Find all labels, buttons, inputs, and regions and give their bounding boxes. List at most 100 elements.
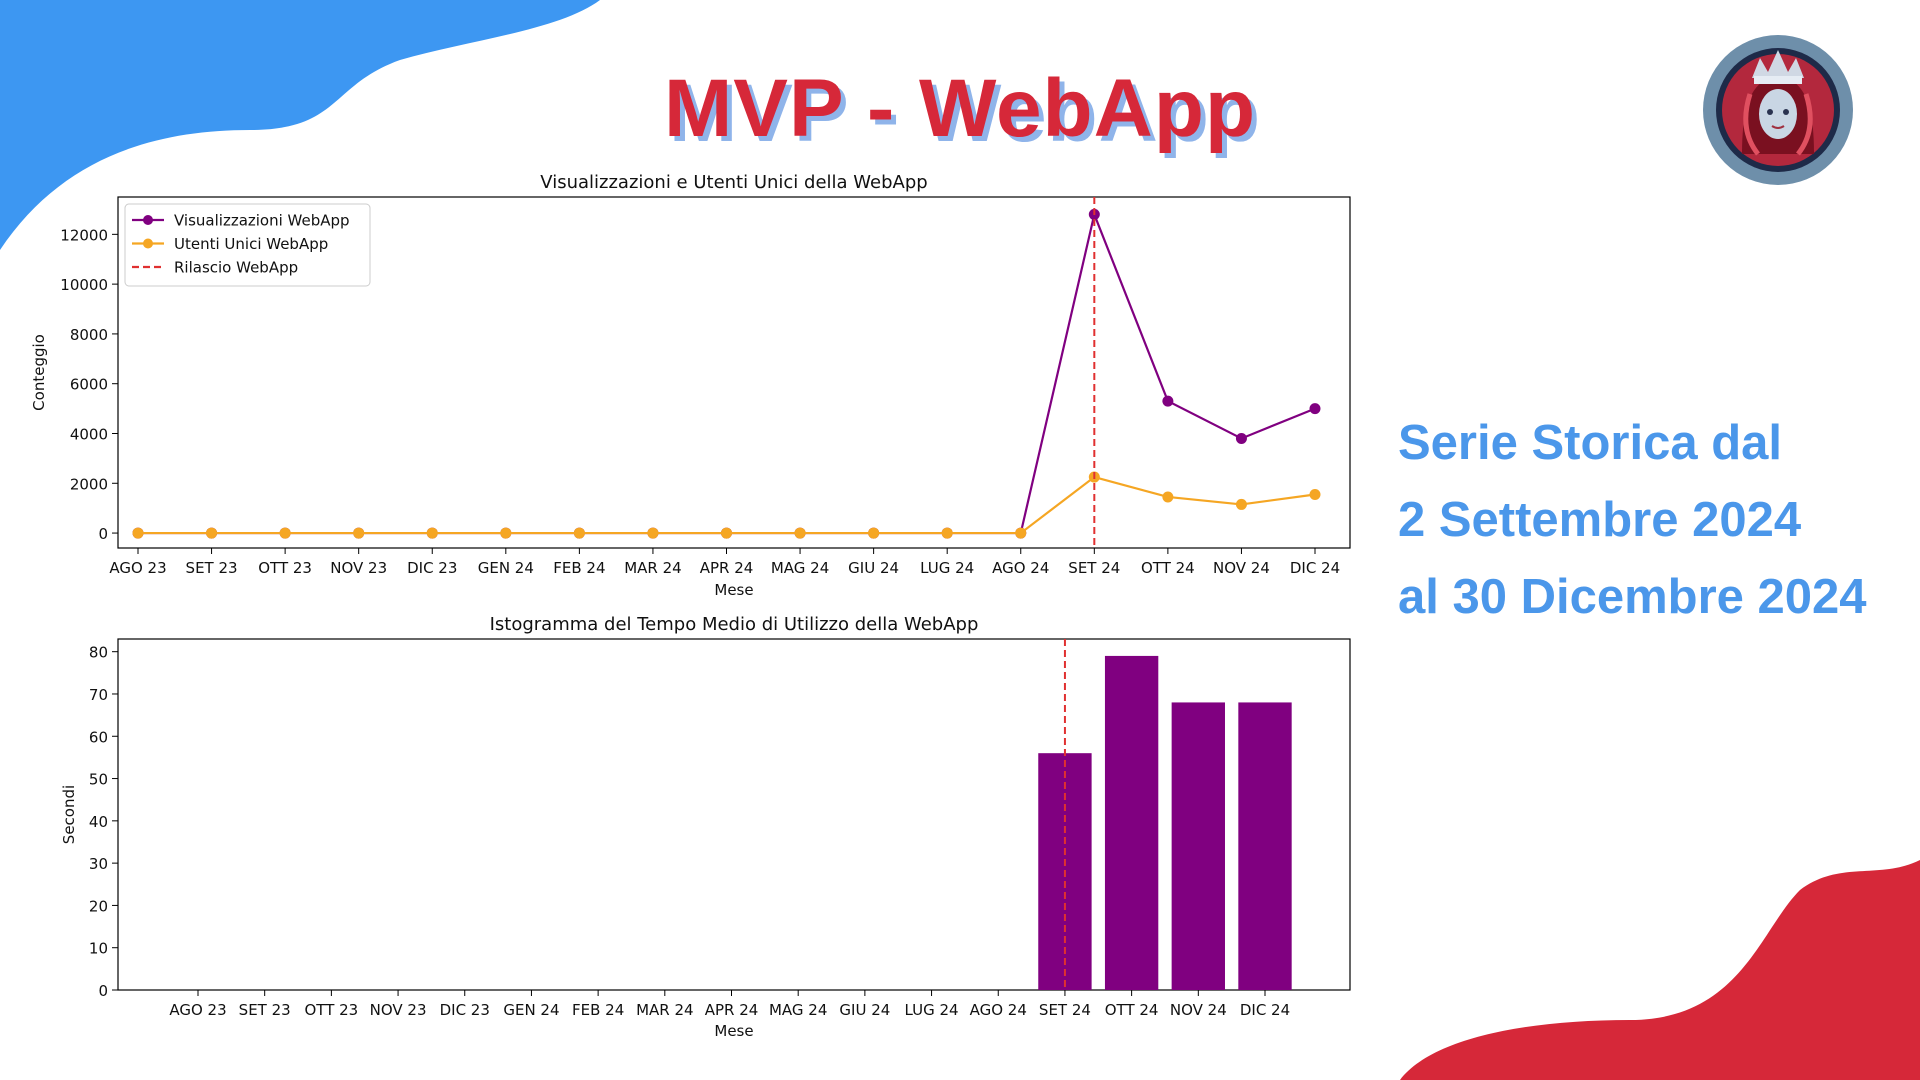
x-tick-label: LUG 24 [905, 1001, 959, 1019]
y-tick-label: 0 [98, 982, 108, 1000]
y-tick-label: 0 [98, 525, 108, 543]
y-axis-label: Conteggio [30, 334, 48, 411]
bar [1238, 702, 1292, 990]
y-axis-label: Secondi [60, 785, 78, 844]
red-blob-shape [1400, 860, 1920, 1080]
y-tick-label: 2000 [70, 475, 108, 493]
side-text-line-1: Serie Storica dal [1398, 416, 1783, 470]
x-tick-label: MAR 24 [636, 1001, 693, 1019]
data-point [868, 527, 880, 539]
data-point [206, 527, 218, 539]
bar [1171, 702, 1225, 990]
bar-chart-avg-time: Istogramma del Tempo Medio di Utilizzo d… [60, 614, 1351, 1040]
x-tick-label: DIC 24 [1240, 1001, 1290, 1019]
data-point [500, 527, 512, 539]
side-text-line-3: al 30 Dicembre 2024 [1398, 570, 1867, 624]
series-line-2 [138, 475, 1316, 535]
y-tick-label: 70 [89, 686, 108, 704]
x-tick-label: MAG 24 [769, 1001, 827, 1019]
blue-blob-shape [0, 0, 600, 250]
warrior-woman-logo-icon [1703, 35, 1853, 185]
x-tick-label: AGO 23 [109, 559, 166, 577]
data-point [647, 527, 659, 539]
x-tick-label: LUG 24 [920, 559, 974, 577]
x-tick-label: OTT 24 [1141, 559, 1195, 577]
x-tick-label: APR 24 [705, 1001, 759, 1019]
legend-label: Utenti Unici WebApp [174, 235, 328, 253]
y-tick-label: 12000 [60, 226, 108, 244]
y-tick-label: 10000 [60, 276, 108, 294]
y-tick-label: 10 [89, 940, 108, 958]
data-point [1309, 403, 1321, 415]
y-tick-label: 40 [89, 813, 108, 831]
x-tick-label: DIC 24 [1290, 559, 1340, 577]
x-tick-label: NOV 24 [1213, 559, 1270, 577]
x-tick-label: NOV 24 [1170, 1001, 1227, 1019]
legend-label: Visualizzazioni WebApp [174, 212, 350, 230]
data-point [721, 527, 732, 539]
x-axis-label: Mese [714, 581, 753, 599]
data-point [794, 527, 806, 539]
legend-label: Rilascio WebApp [174, 259, 298, 277]
series-period-text: Serie Storica dal 2 Settembre 2024 al 30… [1398, 405, 1867, 636]
slide-title: MVP - WebApp [663, 63, 1257, 154]
plot-frame [117, 196, 1351, 549]
x-tick-label: MAR 24 [624, 559, 681, 577]
data-point [279, 527, 291, 539]
x-tick-label: GIU 24 [839, 1001, 890, 1019]
data-point [1015, 527, 1027, 539]
x-tick-label: DIC 23 [440, 1001, 490, 1019]
legend-box [124, 203, 371, 287]
data-point [1235, 432, 1247, 444]
x-tick-label: GIU 24 [848, 559, 899, 577]
chart-title: Visualizzazioni e Utenti Unici della Web… [540, 172, 927, 193]
y-tick-label: 80 [89, 644, 108, 662]
x-tick-label: AGO 23 [169, 1001, 226, 1019]
x-tick-label: SET 24 [1068, 559, 1120, 577]
data-point [132, 527, 144, 539]
chart-legend: Visualizzazioni WebApp Utenti Unici WebAp… [124, 203, 371, 287]
y-tick-label: 20 [89, 897, 108, 915]
x-tick-label: GEN 24 [478, 559, 534, 577]
x-tick-label: DIC 23 [407, 559, 457, 577]
y-tick-label: 30 [89, 855, 108, 873]
x-tick-label: FEB 24 [572, 1001, 624, 1019]
data-point [1162, 491, 1174, 503]
x-tick-label: NOV 23 [330, 559, 387, 577]
y-tick-label: 6000 [70, 376, 108, 394]
y-tick-label: 4000 [70, 425, 108, 443]
data-point [426, 527, 438, 539]
data-point [353, 527, 365, 539]
data-point [1235, 498, 1247, 510]
data-point [1309, 488, 1321, 500]
x-tick-label: SET 23 [239, 1001, 291, 1019]
side-text-line-2: 2 Settembre 2024 [1398, 493, 1802, 547]
x-tick-label: SET 23 [186, 559, 238, 577]
line-chart-views-users: Visualizzazioni e Utenti Unici della Web… [30, 172, 1351, 599]
x-tick-label: OTT 23 [305, 1001, 359, 1019]
y-tick-label: 60 [89, 728, 108, 746]
data-point [941, 527, 953, 539]
y-tick-label: 50 [89, 771, 108, 789]
x-tick-label: MAG 24 [771, 559, 829, 577]
x-tick-label: OTT 23 [258, 559, 312, 577]
plot-frame [117, 638, 1351, 991]
x-tick-label: GEN 24 [503, 1001, 559, 1019]
x-tick-label: SET 24 [1039, 1001, 1091, 1019]
chart-title: Istogramma del Tempo Medio di Utilizzo d… [490, 614, 979, 635]
data-point [573, 527, 585, 539]
data-point [1162, 395, 1174, 407]
x-tick-label: FEB 24 [553, 559, 605, 577]
legend-marker [143, 238, 153, 249]
x-tick-label: NOV 23 [370, 1001, 427, 1019]
y-tick-label: 8000 [70, 326, 108, 344]
bar [1104, 655, 1159, 990]
x-tick-label: AGO 24 [992, 559, 1049, 577]
x-tick-label: APR 24 [700, 559, 754, 577]
x-tick-label: OTT 24 [1105, 1001, 1159, 1019]
legend-marker [143, 215, 153, 225]
x-tick-label: AGO 24 [970, 1001, 1027, 1019]
x-axis-label: Mese [714, 1022, 753, 1040]
